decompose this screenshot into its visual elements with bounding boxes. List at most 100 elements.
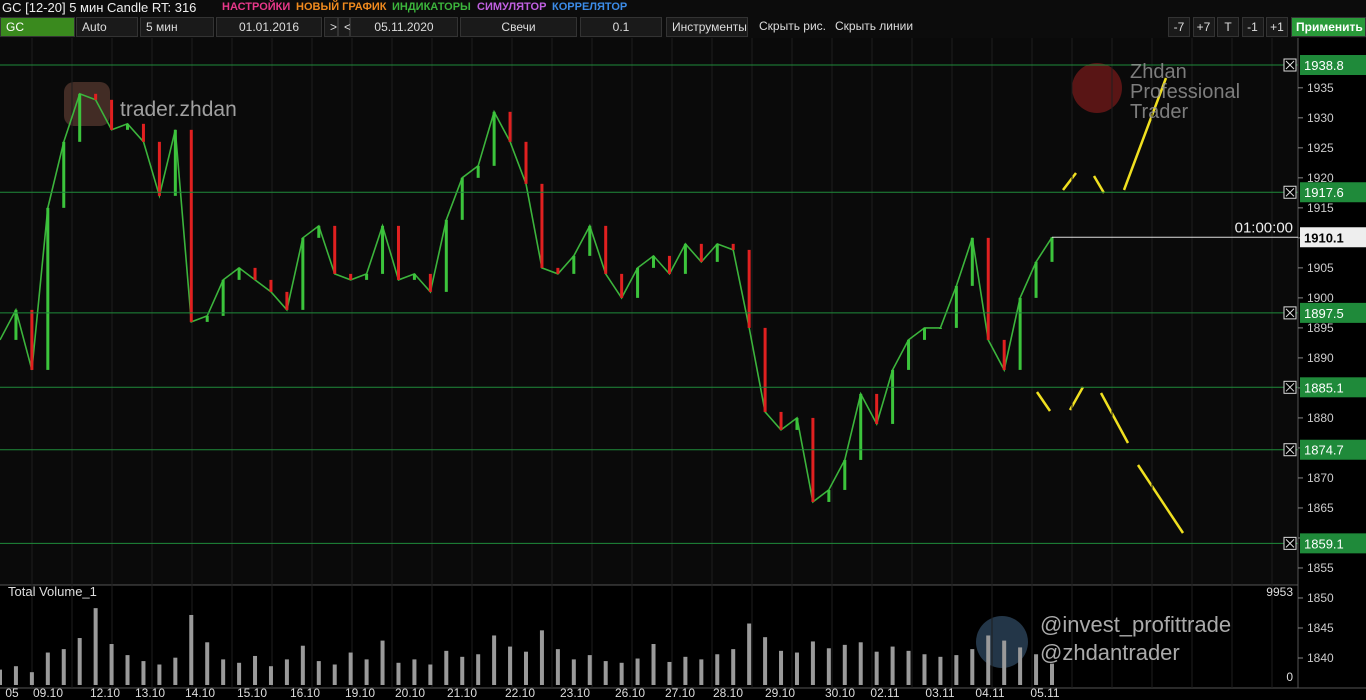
level-close-x bbox=[1285, 60, 1295, 70]
volume-bar bbox=[619, 662, 624, 685]
candle bbox=[173, 129, 177, 196]
volume-bar bbox=[603, 661, 608, 685]
candle bbox=[412, 273, 416, 280]
volume-bar bbox=[300, 645, 305, 685]
y-tick-label: 1935 bbox=[1307, 81, 1334, 95]
control[interactable]: > bbox=[324, 17, 338, 37]
button[interactable]: -7 bbox=[1168, 17, 1190, 37]
candle bbox=[667, 255, 671, 274]
watermark: @invest_profittrade bbox=[1040, 612, 1232, 637]
control[interactable]: Инструменты bbox=[666, 17, 748, 37]
candle bbox=[875, 393, 879, 424]
control[interactable]: 05.11.2020 bbox=[350, 17, 458, 37]
volume-bar bbox=[45, 652, 50, 685]
volume-bar bbox=[348, 652, 353, 685]
volume-bar bbox=[906, 650, 911, 685]
level-close-x bbox=[1285, 308, 1295, 318]
menu-item[interactable]: НОВЫЙ ГРАФИК bbox=[296, 1, 387, 13]
volume-bar bbox=[1050, 663, 1054, 685]
button[interactable]: T bbox=[1217, 17, 1239, 37]
candle bbox=[205, 315, 209, 322]
apply-button[interactable]: Применить bbox=[1291, 17, 1366, 37]
volume-bar bbox=[125, 655, 130, 685]
candle bbox=[986, 237, 990, 340]
candle bbox=[620, 273, 624, 298]
volume-bar bbox=[237, 662, 242, 685]
candle bbox=[938, 327, 942, 329]
control[interactable]: < bbox=[338, 17, 351, 37]
level-close-x bbox=[1285, 539, 1295, 548]
volume-bar bbox=[635, 658, 640, 685]
level-close-x bbox=[1285, 187, 1295, 197]
control[interactable]: Свечи bbox=[460, 17, 577, 37]
level-label: 1859.1 bbox=[1304, 536, 1344, 551]
candle bbox=[907, 339, 911, 370]
menu-item[interactable]: ИНДИКАТОРЫ bbox=[392, 1, 471, 13]
candle bbox=[110, 99, 114, 130]
volume-bar bbox=[683, 656, 688, 685]
candle bbox=[349, 273, 353, 280]
candle bbox=[811, 417, 815, 502]
x-tick-label: 12.10 bbox=[90, 686, 120, 700]
menu-item[interactable]: СИМУЛЯТОР bbox=[477, 1, 547, 13]
candle bbox=[508, 111, 512, 142]
candle bbox=[1002, 339, 1006, 370]
volume-bar bbox=[826, 648, 831, 685]
volume-bar bbox=[508, 646, 513, 685]
button[interactable]: +7 bbox=[1192, 17, 1215, 37]
candle bbox=[922, 327, 926, 340]
button[interactable]: +1 bbox=[1266, 17, 1288, 37]
candle bbox=[189, 129, 193, 322]
level-close-x bbox=[1285, 445, 1295, 455]
candle bbox=[301, 237, 305, 310]
x-tick-label: 29.10 bbox=[765, 686, 795, 700]
watermark: @zhdantrader bbox=[1040, 640, 1180, 665]
control[interactable]: GC bbox=[0, 17, 75, 37]
volume-bar bbox=[13, 666, 18, 685]
candle bbox=[141, 123, 145, 142]
control[interactable]: 0.1 bbox=[580, 17, 662, 37]
volume-bar bbox=[970, 649, 975, 685]
x-tick-label: 20.10 bbox=[395, 686, 425, 700]
candle bbox=[126, 123, 130, 130]
volume-bar bbox=[77, 638, 82, 685]
level-close-x bbox=[1285, 382, 1295, 392]
volume-bar bbox=[109, 644, 114, 685]
volume-bar bbox=[364, 659, 369, 685]
volume-bar bbox=[667, 661, 672, 685]
y-tick-label: 1880 bbox=[1307, 411, 1334, 425]
level-label-bg bbox=[1300, 55, 1366, 76]
volume-bar bbox=[555, 649, 560, 685]
candle bbox=[30, 309, 34, 370]
button[interactable]: -1 bbox=[1241, 17, 1264, 37]
control[interactable]: Скрыть рис. bbox=[759, 19, 827, 33]
candle bbox=[46, 207, 50, 370]
control[interactable]: 5 мин bbox=[140, 17, 214, 37]
level-label: 1874.7 bbox=[1304, 443, 1344, 458]
x-tick-label: 14.10 bbox=[185, 686, 215, 700]
x-tick-label: 03.11 bbox=[925, 686, 954, 700]
candle bbox=[572, 255, 576, 274]
volume-bar bbox=[842, 644, 847, 685]
y-tick-label: 1915 bbox=[1307, 201, 1334, 215]
volume-bar bbox=[396, 662, 401, 685]
candle bbox=[253, 267, 257, 280]
control[interactable]: Скрыть линии bbox=[835, 19, 914, 33]
candle bbox=[476, 165, 480, 178]
control[interactable]: Auto bbox=[76, 17, 138, 37]
volume-bar bbox=[61, 649, 66, 685]
volume-bar bbox=[173, 657, 178, 685]
volume-bar bbox=[794, 652, 799, 685]
x-tick-label: 27.10 bbox=[665, 686, 695, 700]
level-label: 1938.8 bbox=[1304, 58, 1344, 73]
x-tick-label: 22.10 bbox=[505, 686, 535, 700]
control[interactable]: 01.01.2016 bbox=[216, 17, 322, 37]
volume-bar bbox=[253, 655, 258, 685]
volume-bar bbox=[890, 646, 895, 685]
menu-item[interactable]: НАСТРОЙКИ bbox=[222, 1, 291, 13]
x-tick-label: 13.10 bbox=[135, 686, 165, 700]
candle bbox=[540, 183, 544, 268]
volume-bar bbox=[412, 659, 417, 685]
menu-item[interactable]: КОРРЕЛЯТОР bbox=[552, 1, 628, 13]
x-tick-label: 15.10 bbox=[237, 686, 267, 700]
